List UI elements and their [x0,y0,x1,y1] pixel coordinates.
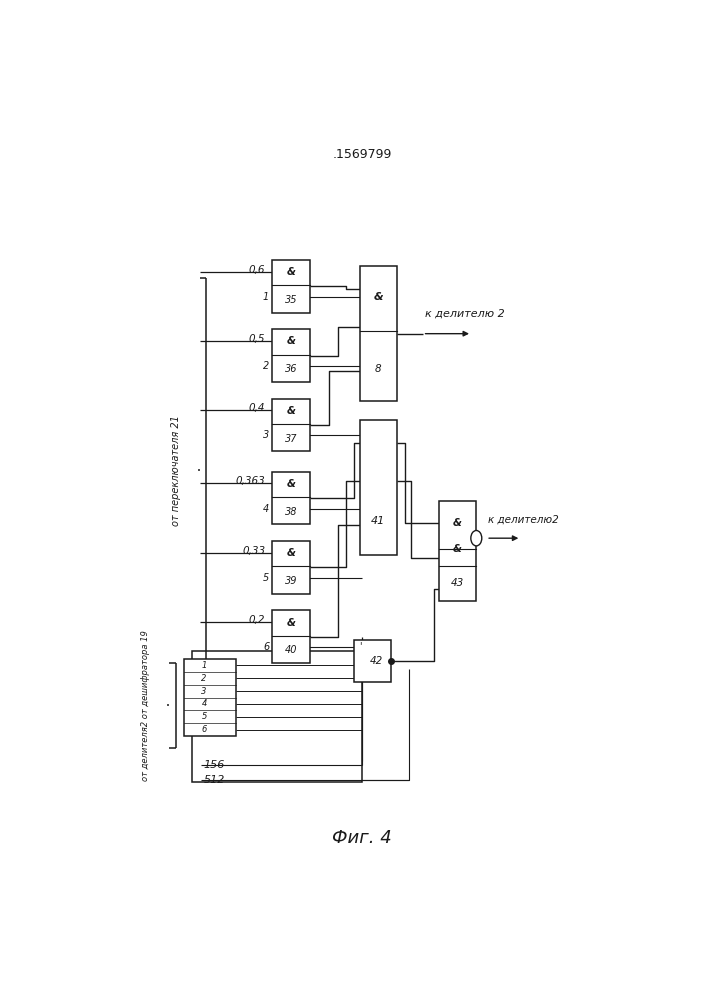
Text: 0,2: 0,2 [249,615,265,625]
Text: &: & [373,292,383,302]
Bar [360,266,397,401]
Text: 0,33: 0,33 [243,546,265,556]
Bar [272,260,310,312]
Text: 2: 2 [201,674,206,683]
Text: 6: 6 [201,725,206,734]
Text: 43: 43 [451,578,464,588]
Text: 4: 4 [263,504,269,514]
Text: ': ' [360,641,362,651]
Text: 42: 42 [370,656,383,666]
Text: 5: 5 [201,712,206,721]
Text: 156: 156 [204,760,225,770]
Text: от делителя2 от дешифратора 19: от делителя2 от дешифратора 19 [141,630,151,781]
Text: .1569799: .1569799 [333,148,392,161]
Text: 6: 6 [263,642,269,652]
Text: 5: 5 [263,573,269,583]
Text: &: & [453,544,462,554]
Text: &: & [286,479,296,489]
Text: 0,363: 0,363 [235,476,265,486]
Bar [272,399,310,451]
Text: 41: 41 [371,516,385,526]
Text: 0,6: 0,6 [249,265,265,275]
Text: Фиг. 4: Фиг. 4 [332,829,392,847]
Text: 0,5: 0,5 [249,334,265,344]
Text: 35: 35 [285,295,298,305]
Text: &: & [453,518,462,528]
Text: от переключателя 21: от переключателя 21 [171,415,181,526]
Text: 0,4: 0,4 [249,403,265,413]
Text: к делителю 2: к делителю 2 [426,308,505,318]
Text: 38: 38 [285,507,298,517]
Bar [192,651,363,782]
Text: &: & [286,548,296,558]
Bar [272,541,310,594]
Text: &: & [286,267,296,277]
Text: 4: 4 [201,699,206,708]
Text: 36: 36 [285,364,298,374]
Bar [272,472,310,524]
Text: 3: 3 [201,687,206,696]
Circle shape [471,530,481,546]
Text: 2: 2 [263,361,269,371]
Text: 8: 8 [375,364,382,374]
Text: к делителю2: к делителю2 [489,514,559,524]
Text: 512: 512 [204,775,225,785]
Bar [185,659,236,736]
Bar [272,610,310,663]
Text: &: & [286,406,296,416]
Bar [354,640,392,682]
Bar [360,420,397,555]
Text: 37: 37 [285,434,298,444]
Text: 40: 40 [285,645,298,655]
Text: 1: 1 [201,661,206,670]
Bar [439,501,477,601]
Text: &: & [286,336,296,346]
Text: 3: 3 [263,430,269,440]
Text: 39: 39 [285,576,298,586]
Text: &: & [286,618,296,628]
Bar [272,329,310,382]
Text: 1: 1 [263,292,269,302]
